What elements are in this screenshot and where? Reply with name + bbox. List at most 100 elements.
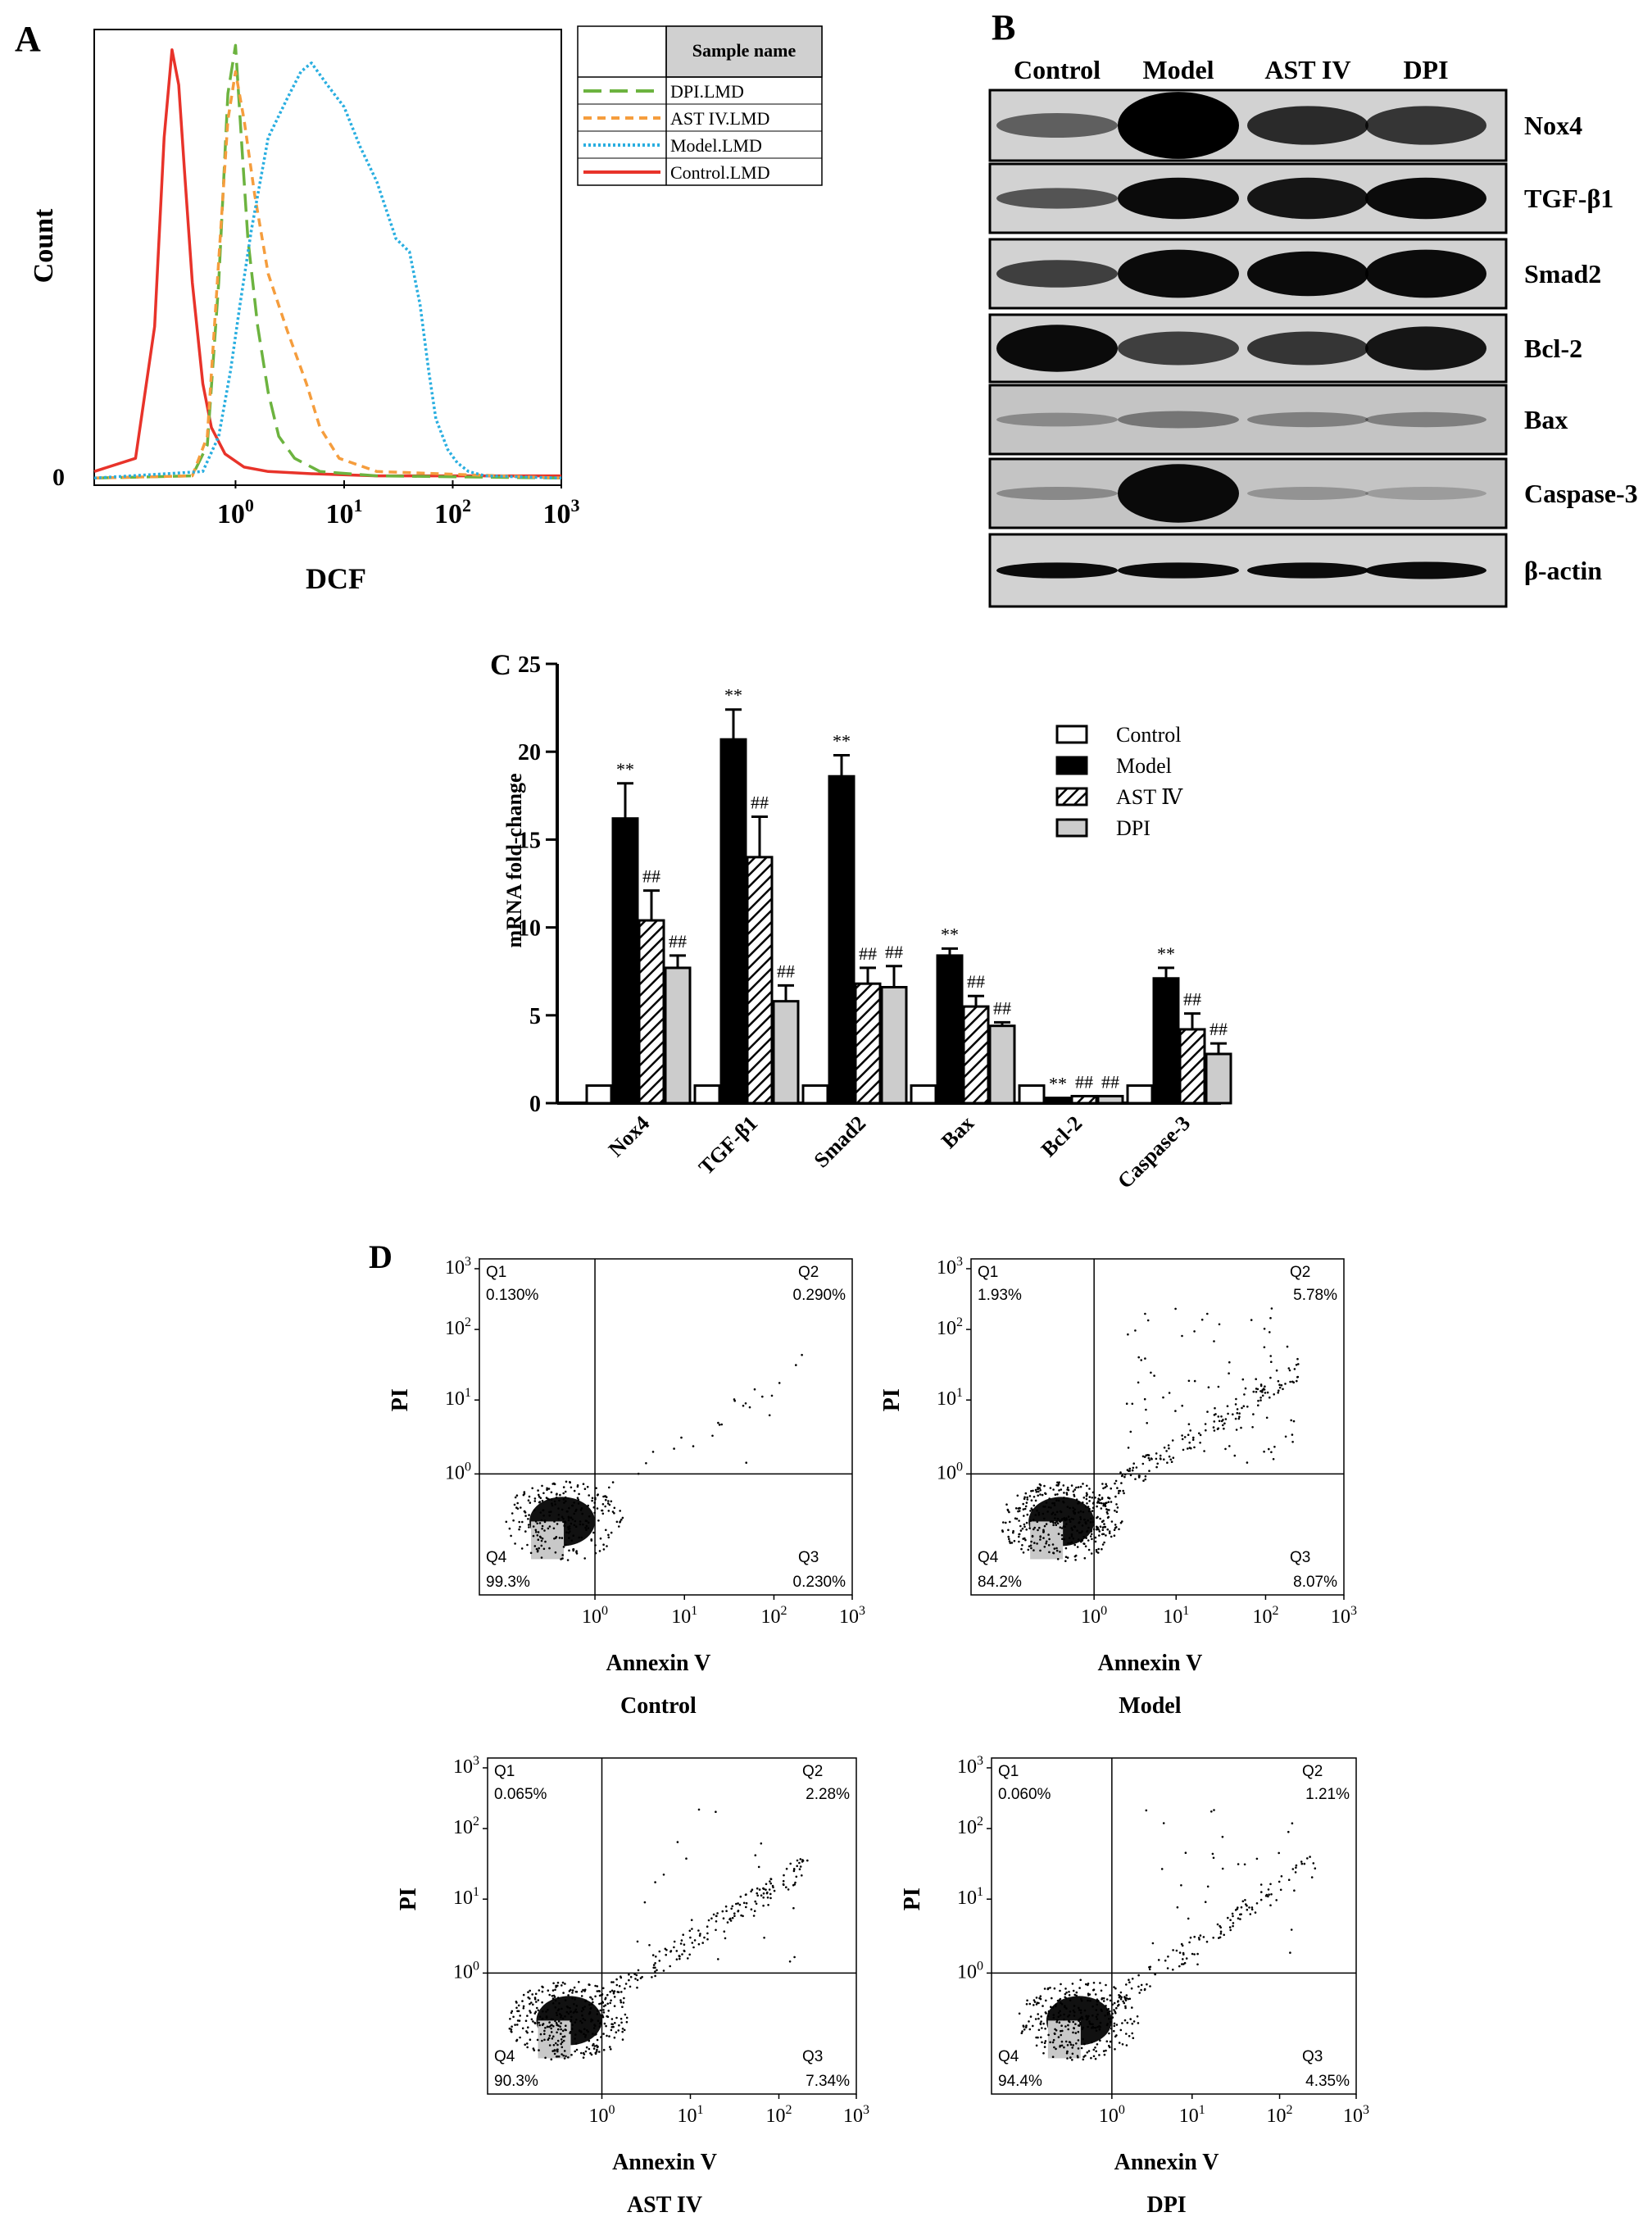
dot-plot-y-label: PI	[396, 1887, 421, 1910]
bar-significance-4-1: **	[1049, 1074, 1067, 1094]
dot-plot-x-tick-2: 102	[760, 1604, 787, 1628]
histogram-series-0	[93, 48, 561, 478]
bar-legend-swatch-0	[1055, 725, 1088, 744]
blot-band	[996, 325, 1118, 372]
blot-band	[1247, 411, 1368, 428]
bar-legend-swatch-3	[1055, 818, 1088, 838]
panel-label-c: C	[490, 648, 511, 681]
bar-4-0	[1018, 1084, 1046, 1105]
blot-band	[1365, 106, 1486, 145]
quadrant-q1-name: Q1	[494, 1763, 515, 1780]
legend-item-2: Model.LMD	[670, 135, 762, 156]
dot-plot-2: Q1 0.065% Q2 2.28% Q3 7.34% Q4 90.3% 100 100 101 10…	[396, 1754, 869, 2218]
bar-legend-label-1: Model	[1116, 754, 1172, 778]
dot-plot-title: AST IV	[627, 2192, 702, 2218]
bar-4-1	[1044, 1097, 1072, 1105]
dot-plot-y-tick-1: 101	[445, 1386, 471, 1410]
blot-strip-4	[988, 384, 1508, 456]
dot-plot-y-label: PI	[879, 1388, 905, 1411]
blot-band	[1365, 177, 1486, 220]
histogram-curves	[93, 43, 562, 480]
bar-significance-1-2: ##	[751, 793, 769, 813]
blot-strip-6	[988, 533, 1508, 608]
blot-lane-label-1: Model	[1142, 55, 1214, 84]
legend-header: Sample name	[692, 40, 796, 61]
bar-legend-swatch-2	[1055, 787, 1088, 806]
bar-2-1	[828, 775, 856, 1105]
bar-legend-label-0: Control	[1116, 723, 1181, 747]
bar-category-4: Bcl-2	[1037, 1111, 1087, 1161]
bar-significance-4-3: ##	[1101, 1071, 1119, 1092]
bar-significance-1-1: **	[724, 685, 742, 706]
dot-plot-y-tick-2: 102	[445, 1315, 471, 1339]
bar-y-tick-3: 15	[518, 828, 541, 853]
blot-band	[1365, 249, 1486, 298]
histogram-x-axis-label: DCF	[306, 562, 366, 595]
bar-0-3	[664, 966, 692, 1105]
blot-strip-2	[988, 238, 1508, 310]
panel-d-dot-plots: Q1 0.130% Q2 0.290% Q3 0.230% Q4 99.3% 100 100 101…	[388, 1255, 1369, 2218]
histogram-y-zero-label: 0	[52, 464, 65, 491]
dot-plot-events	[1001, 1307, 1300, 1562]
dot-plot-y-label: PI	[388, 1388, 413, 1411]
quadrant-q4-percent: 99.3%	[486, 1574, 530, 1591]
histogram-x-tick-1: 101	[325, 495, 362, 529]
legend-item-3: Control.LMD	[670, 162, 770, 183]
dot-plot-y-tick-1: 101	[957, 1885, 983, 1909]
dot-plot-x-label: Annexin V	[1097, 1651, 1202, 1676]
blot-band	[1247, 331, 1368, 366]
histogram-series-1	[93, 43, 562, 480]
histogram-series-2	[93, 70, 562, 480]
blot-band	[996, 562, 1118, 579]
bar-3-3	[988, 1024, 1016, 1105]
dot-plot-events	[505, 1353, 803, 1561]
panel-label-a: A	[15, 19, 41, 59]
quadrant-q4-percent: 84.2%	[978, 1574, 1022, 1591]
blot-band	[996, 487, 1118, 500]
quadrant-q2-name: Q2	[802, 1763, 823, 1780]
dot-plot-events	[508, 1808, 809, 2060]
quadrant-q4-percent: 94.4%	[998, 2073, 1042, 2090]
blot-strip-5	[988, 457, 1508, 529]
blot-band	[1365, 561, 1486, 579]
bar-significance-0-1: **	[616, 759, 634, 779]
panel-a-histogram: 100 101 102 103 0 Count DCF Sample name DPI…	[29, 25, 823, 595]
dot-plot-x-tick-1: 101	[1163, 1604, 1189, 1628]
blot-protein-label-0: Nox4	[1524, 111, 1582, 140]
bar-category-1: TGF-β1	[694, 1111, 762, 1179]
bar-significance-1-3: ##	[777, 961, 795, 981]
bar-legend-label-3: DPI	[1116, 816, 1150, 840]
quadrant-q4-percent: 90.3%	[494, 2073, 538, 2090]
blot-protein-label-6: β-actin	[1524, 556, 1602, 585]
dot-plot-x-tick-3: 103	[1331, 1604, 1357, 1628]
bar-5-1	[1152, 977, 1180, 1105]
dot-plot-y-tick-3: 103	[453, 1754, 479, 1778]
bar-significance-2-3: ##	[885, 942, 903, 962]
bar-3-0	[910, 1084, 937, 1105]
dot-plot-y-tick-3: 103	[445, 1255, 471, 1279]
blot-protein-label-2: Smad2	[1524, 259, 1601, 288]
quadrant-q3-name: Q3	[802, 2048, 823, 2065]
blot-band	[1247, 487, 1368, 500]
quadrant-q3-name: Q3	[1290, 1549, 1310, 1566]
dot-plot-x-tick-3: 103	[1343, 2103, 1369, 2127]
dot-plot-x-tick-0: 100	[1099, 2103, 1125, 2127]
blot-lane-label-3: DPI	[1403, 55, 1448, 84]
bar-5-3	[1205, 1052, 1232, 1105]
bar-significance-3-3: ##	[993, 997, 1011, 1018]
bar-significance-5-1: **	[1157, 943, 1175, 964]
bar-1-1	[719, 738, 747, 1105]
bar-4-3	[1096, 1094, 1124, 1105]
blot-band	[996, 412, 1118, 427]
bar-y-axis-label: mRNA fold-change	[502, 773, 526, 947]
blot-band	[1365, 487, 1486, 500]
blot-band	[996, 188, 1118, 209]
bar-2-3	[880, 985, 908, 1105]
blot-strip-3	[988, 313, 1508, 384]
dot-plot-x-tick-2: 102	[766, 2103, 792, 2127]
dot-plot-3: Q1 0.060% Q2 1.21% Q3 4.35% Q4 94.4% 100 100 101 10…	[900, 1754, 1369, 2218]
dot-plot-y-tick-0: 100	[453, 1959, 479, 1983]
bar-significance-2-2: ##	[859, 943, 877, 964]
bar-legend-label-2: AST Ⅳ	[1116, 785, 1183, 809]
bar-significance-0-2: ##	[642, 866, 660, 887]
